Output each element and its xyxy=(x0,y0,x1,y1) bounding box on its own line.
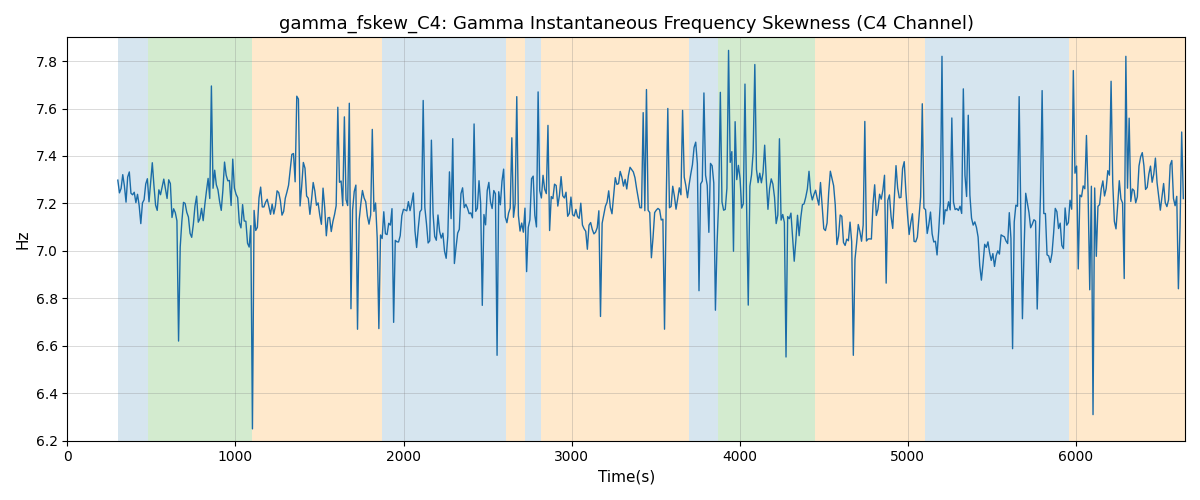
Bar xyxy=(924,38,1069,440)
Bar xyxy=(689,38,718,440)
Title: gamma_fskew_C4: Gamma Instantaneous Frequency Skewness (C4 Channel): gamma_fskew_C4: Gamma Instantaneous Freq… xyxy=(278,15,973,34)
Bar xyxy=(382,38,506,440)
Bar xyxy=(718,38,815,440)
Bar xyxy=(815,38,924,440)
Bar xyxy=(1069,38,1184,440)
Bar xyxy=(118,38,148,440)
Bar xyxy=(506,38,524,440)
Y-axis label: Hz: Hz xyxy=(16,230,30,249)
Bar xyxy=(524,38,541,440)
X-axis label: Time(s): Time(s) xyxy=(598,470,655,485)
Bar xyxy=(252,38,382,440)
Bar xyxy=(148,38,252,440)
Bar xyxy=(541,38,689,440)
